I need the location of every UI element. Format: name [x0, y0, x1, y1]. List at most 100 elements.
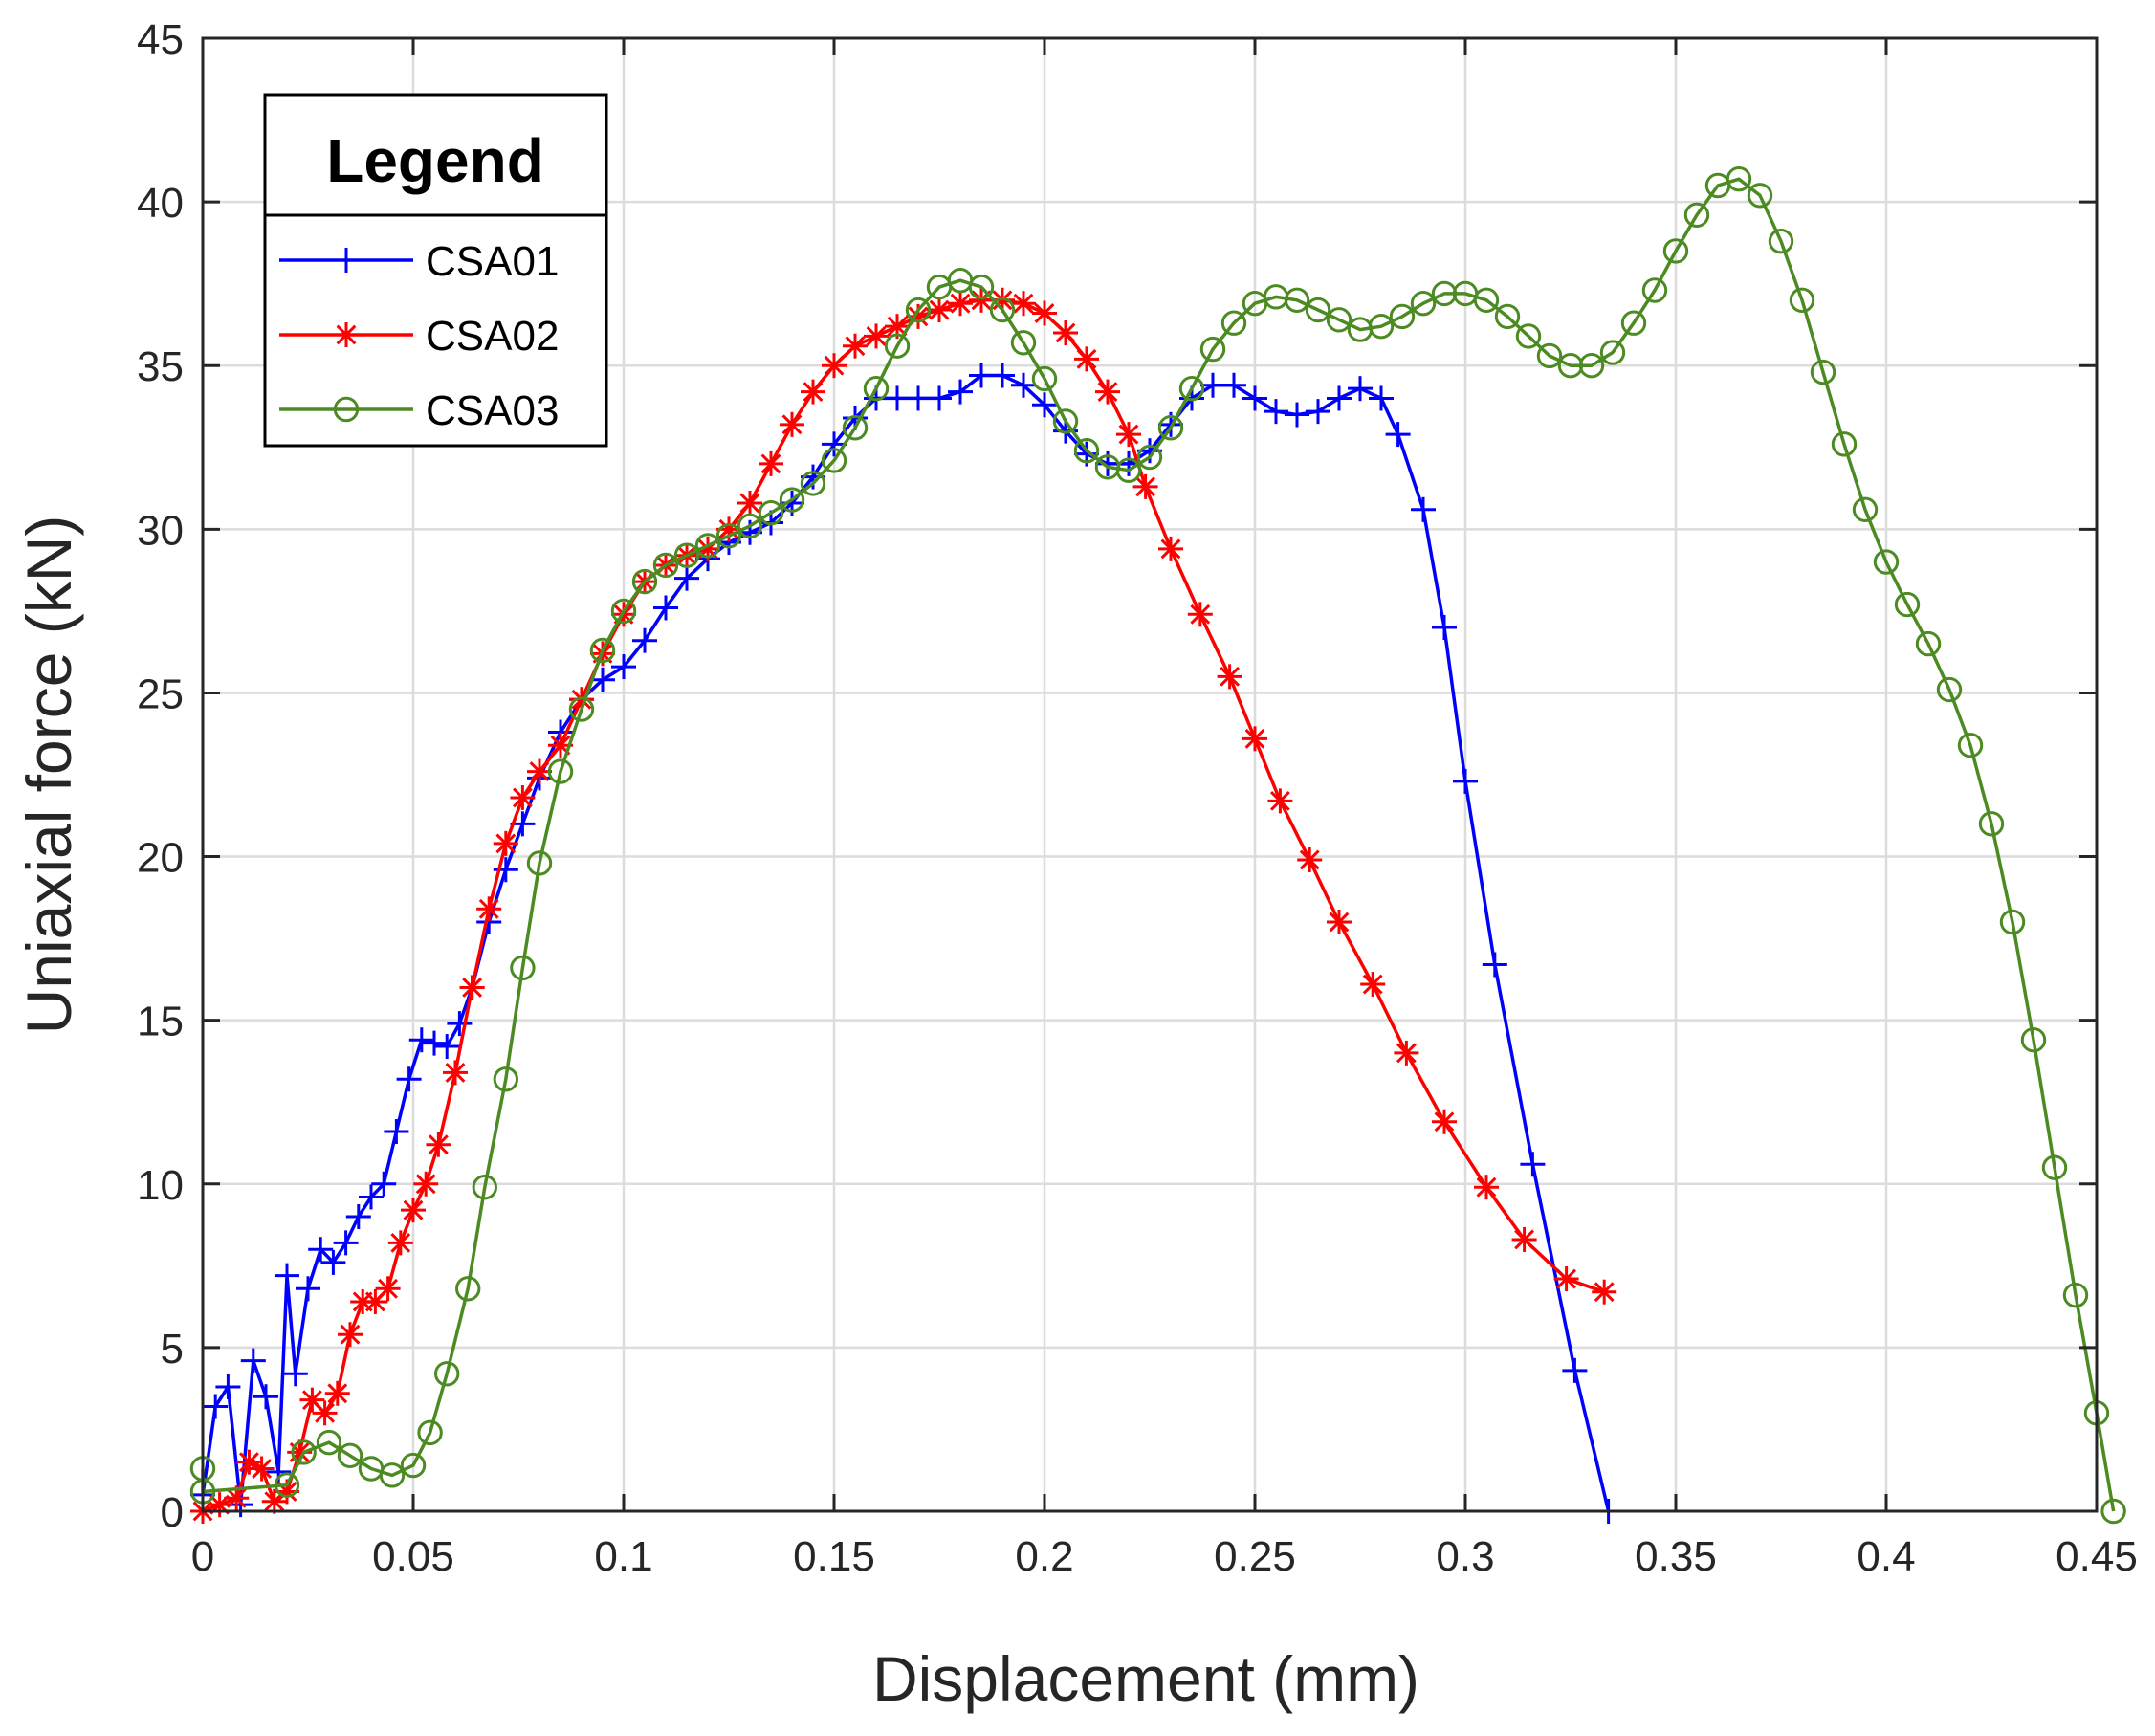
- data-point-circle-marker: [547, 758, 574, 784]
- data-point-plus-marker: [228, 1492, 253, 1518]
- data-point-plus-marker: [1264, 399, 1288, 425]
- data-point-plus-marker: [447, 1011, 473, 1037]
- data-point-asterisk-marker: [334, 322, 359, 347]
- data-point-circle-marker: [1873, 549, 1900, 575]
- data-point-plus-marker: [334, 248, 359, 273]
- data-point-circle-marker: [2020, 1027, 2047, 1053]
- x-tick-label: 0.25: [1214, 1533, 1296, 1580]
- data-point-plus-marker: [396, 1066, 422, 1092]
- data-point-plus-marker: [308, 1237, 334, 1263]
- data-point-asterisk-marker: [1592, 1279, 1617, 1305]
- data-point-circle-marker: [472, 1175, 497, 1200]
- series-line: [201, 177, 2116, 1512]
- data-point-plus-marker: [1520, 1152, 1546, 1177]
- data-point-circle-marker: [1326, 307, 1352, 333]
- data-point-asterisk-marker: [1511, 1226, 1537, 1252]
- data-point-circle-marker: [316, 1429, 342, 1456]
- data-point-circle-marker: [1683, 202, 1710, 229]
- data-point-circle-marker: [1747, 183, 1773, 209]
- legend-label: CSA01: [426, 238, 559, 285]
- data-point-circle-marker: [610, 598, 637, 625]
- legend: Legend CSA01 CSA02 CSA03: [263, 93, 608, 448]
- data-point-circle-marker: [694, 533, 721, 559]
- y-tick-label: 0: [161, 1489, 184, 1536]
- data-point-circle-marker: [2100, 1498, 2126, 1525]
- data-point-plus-marker: [296, 1276, 320, 1302]
- data-point-circle-marker: [1894, 591, 1921, 618]
- data-point-plus-marker: [653, 595, 678, 621]
- data-point-circle-marker: [333, 396, 360, 423]
- y-tick-label: 15: [137, 999, 184, 1045]
- data-point-asterisk-marker: [249, 1456, 275, 1482]
- legend-title: Legend: [326, 126, 544, 195]
- y-tick-label: 20: [137, 835, 184, 882]
- data-point-asterisk-marker: [1267, 788, 1293, 814]
- data-point-circle-marker: [800, 471, 826, 496]
- data-point-circle-marker: [1936, 676, 1963, 703]
- data-point-circle-marker: [1178, 375, 1205, 402]
- data-point-plus-marker: [215, 1373, 241, 1399]
- data-point-asterisk-marker: [510, 784, 536, 810]
- data-point-circle-marker: [455, 1276, 481, 1302]
- data-point-asterisk-marker: [387, 1230, 413, 1256]
- legend-entry-csa03: CSA03: [279, 387, 559, 434]
- y-tick-label: 30: [137, 507, 184, 554]
- data-point-plus-marker: [253, 1384, 278, 1410]
- data-point-circle-marker: [493, 1066, 518, 1092]
- data-point-asterisk-marker: [299, 1387, 325, 1413]
- data-point-plus-marker: [1221, 372, 1246, 398]
- series-csa01: [190, 363, 1621, 1524]
- data-point-circle-marker: [1641, 277, 1668, 303]
- axes-box: [201, 36, 2099, 1513]
- x-tick-label: 0.3: [1436, 1533, 1494, 1580]
- data-point-asterisk-marker: [948, 291, 973, 317]
- data-point-plus-marker: [266, 1459, 292, 1484]
- x-tick-label: 0.05: [372, 1533, 454, 1580]
- ticks: [201, 36, 2099, 1513]
- data-point-plus-marker: [240, 1348, 266, 1373]
- data-point-asterisk-marker: [969, 287, 994, 313]
- data-point-circle-marker: [1115, 457, 1142, 483]
- data-point-circle-marker: [568, 696, 595, 722]
- data-point-circle-marker: [1768, 228, 1794, 254]
- data-point-plus-marker: [434, 1034, 460, 1060]
- data-point-asterisk-marker: [1360, 972, 1386, 998]
- data-point-asterisk-marker: [780, 411, 804, 437]
- legend-entries: CSA01 CSA02 CSA03: [279, 238, 559, 434]
- data-point-asterisk-marker: [426, 1132, 451, 1157]
- data-point-circle-marker: [2062, 1282, 2089, 1308]
- data-point-asterisk-marker: [1327, 910, 1352, 934]
- data-point-circle-marker: [673, 542, 700, 568]
- data-point-plus-marker: [632, 627, 657, 653]
- data-point-asterisk-marker: [413, 1171, 439, 1197]
- data-point-circle-marker: [1599, 340, 1626, 365]
- data-point-plus-marker: [422, 1030, 447, 1056]
- x-tick-label: 0.35: [1635, 1533, 1717, 1580]
- data-point-asterisk-marker: [459, 975, 485, 1000]
- data-point-asterisk-marker: [527, 758, 552, 784]
- data-point-plus-marker: [345, 1204, 371, 1229]
- data-point-circle-marker: [968, 274, 995, 300]
- x-tick-label: 0.2: [1015, 1533, 1073, 1580]
- data-point-asterisk-marker: [375, 1276, 401, 1302]
- x-tick-label: 0.45: [2056, 1533, 2138, 1580]
- data-point-asterisk-marker: [1474, 1175, 1499, 1200]
- data-point-plus-marker: [1562, 1357, 1588, 1383]
- data-point-plus-marker: [359, 1184, 384, 1210]
- data-point-circle-marker: [1010, 330, 1037, 356]
- series-line: [202, 298, 1605, 1513]
- data-point-plus-marker: [885, 385, 910, 411]
- y-tick-label: 25: [137, 670, 184, 717]
- legend-entry-csa01: CSA01: [279, 238, 559, 285]
- data-point-plus-marker: [1348, 376, 1373, 402]
- data-point-asterisk-marker: [843, 333, 868, 359]
- data-point-circle-marker: [1999, 909, 2026, 935]
- data-point-plus-marker: [203, 1394, 229, 1419]
- data-point-circle-marker: [652, 552, 679, 579]
- data-point-asterisk-marker: [1132, 473, 1158, 499]
- y-tick-label: 5: [161, 1326, 184, 1373]
- data-point-asterisk-marker: [1297, 846, 1323, 872]
- data-point-plus-marker: [990, 363, 1015, 388]
- series-layer: [189, 165, 2126, 1525]
